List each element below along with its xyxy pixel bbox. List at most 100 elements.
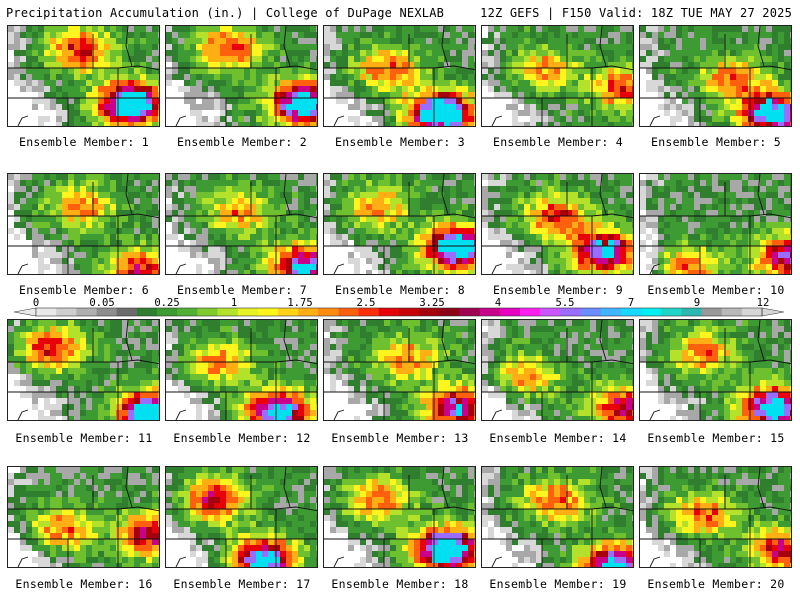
precip-field — [482, 320, 633, 420]
precip-field — [166, 174, 317, 274]
member-map-panel — [165, 319, 318, 421]
colorbar-tick-label: 7 — [627, 297, 635, 309]
colorbar-swatch — [338, 308, 360, 316]
member-label: Ensemble Member: 10 — [647, 283, 785, 297]
member-map-panel — [7, 319, 160, 421]
colorbar-swatch — [157, 308, 178, 316]
colorbar-tick-label: 3.25 — [419, 297, 445, 309]
precip-field — [8, 174, 159, 274]
state-borders — [482, 174, 633, 274]
colorbar-tick-label: 4 — [494, 297, 502, 309]
state-borders — [482, 26, 633, 126]
precip-field — [324, 174, 475, 274]
colorbar-swatch — [560, 308, 581, 316]
member-label: Ensemble Member: 9 — [492, 283, 624, 297]
precip-field — [8, 320, 159, 420]
colorbar-swatch — [116, 308, 138, 316]
state-borders — [8, 467, 159, 567]
member-map-panel — [639, 319, 792, 421]
colorbar-swatch — [76, 308, 97, 316]
member-map-panel — [639, 173, 792, 275]
color-scale-bar — [13, 307, 785, 317]
state-borders — [640, 320, 791, 420]
member-label: Ensemble Member: 14 — [489, 431, 627, 445]
precip-field — [324, 26, 475, 126]
member-map-panel — [639, 25, 792, 127]
state-borders — [8, 26, 159, 126]
state-borders — [324, 320, 475, 420]
colorbar-swatch — [56, 308, 77, 316]
member-map-panel — [481, 319, 634, 421]
colorbar-tick-label: 0 — [32, 297, 40, 309]
map-title: Precipitation Accumulation (in.) | Colle… — [6, 6, 445, 20]
member-map-panel — [165, 25, 318, 127]
member-label: Ensemble Member: 7 — [176, 283, 308, 297]
precip-field — [640, 320, 791, 420]
member-map-panel — [481, 173, 634, 275]
valid-time: 12Z GEFS | F150 Valid: 18Z TUE MAY 27 20… — [480, 6, 792, 20]
colorbar-swatch — [96, 308, 118, 316]
state-borders — [482, 467, 633, 567]
member-label: Ensemble Member: 6 — [18, 283, 150, 297]
member-map-panel — [639, 466, 792, 568]
precip-field — [8, 26, 159, 126]
colorbar-left-arrow — [13, 307, 37, 317]
member-label: Ensemble Member: 16 — [15, 577, 153, 591]
colorbar-tick-label: 12 — [756, 297, 770, 309]
member-map-panel — [7, 173, 160, 275]
member-map-panel — [323, 25, 476, 127]
precip-field — [8, 467, 159, 567]
colorbar-swatch — [661, 308, 682, 316]
member-map-panel — [165, 466, 318, 568]
colorbar-tick-label: 5.5 — [555, 297, 575, 309]
precip-field — [166, 320, 317, 420]
colorbar-swatch — [641, 308, 662, 316]
precip-field — [482, 26, 633, 126]
member-map-panel — [165, 173, 318, 275]
member-map-panel — [323, 466, 476, 568]
colorbar-swatch — [540, 308, 561, 316]
state-borders — [324, 26, 475, 126]
colorbar-tick-label: 0.25 — [154, 297, 180, 309]
member-label: Ensemble Member: 11 — [15, 431, 153, 445]
colorbar-swatch — [197, 308, 218, 316]
colorbar-swatch — [620, 308, 642, 316]
member-label: Ensemble Member: 4 — [492, 135, 624, 149]
member-label: Ensemble Member: 20 — [647, 577, 785, 591]
colorbar-swatch — [701, 308, 723, 316]
precip-field — [324, 320, 475, 420]
colorbar-swatch — [419, 308, 440, 316]
member-label: Ensemble Member: 5 — [650, 135, 782, 149]
colorbar-swatch — [237, 308, 259, 316]
colorbar-swatch — [681, 308, 702, 316]
member-label: Ensemble Member: 13 — [331, 431, 469, 445]
member-label: Ensemble Member: 2 — [176, 135, 308, 149]
colorbar-swatch — [217, 308, 239, 316]
member-map-panel — [323, 319, 476, 421]
state-borders — [324, 174, 475, 274]
colorbar-tick-label: 0.05 — [89, 297, 115, 309]
colorbar-swatch — [459, 308, 481, 316]
precip-field — [166, 26, 317, 126]
member-label: Ensemble Member: 15 — [647, 431, 785, 445]
colorbar-swatch — [399, 308, 420, 316]
state-borders — [640, 467, 791, 567]
member-label: Ensemble Member: 19 — [489, 577, 627, 591]
colorbar-swatch — [257, 308, 279, 316]
colorbar-swatch — [358, 308, 380, 316]
member-label: Ensemble Member: 8 — [334, 283, 466, 297]
member-label: Ensemble Member: 18 — [331, 577, 469, 591]
state-borders — [482, 320, 633, 420]
colorbar-tick-label: 1.75 — [287, 297, 313, 309]
colorbar-swatch — [479, 308, 501, 316]
precip-field — [324, 467, 475, 567]
state-borders — [324, 467, 475, 567]
state-borders — [8, 320, 159, 420]
colorbar-swatch — [600, 308, 622, 316]
precip-field — [166, 467, 317, 567]
member-map-panel — [323, 173, 476, 275]
colorbar-swatch — [378, 308, 400, 316]
state-borders — [166, 26, 317, 126]
colorbar-swatch — [499, 308, 521, 316]
precip-field — [482, 467, 633, 567]
